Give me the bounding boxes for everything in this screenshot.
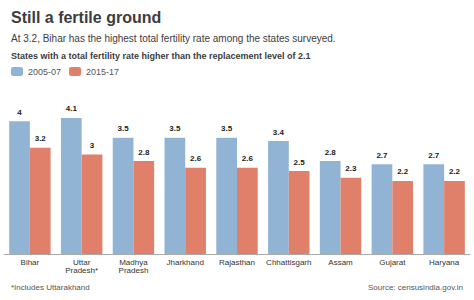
svg-text:Chhattisgarh: Chhattisgarh [266, 258, 311, 267]
svg-text:2.2: 2.2 [397, 167, 409, 176]
svg-text:4: 4 [17, 108, 22, 117]
svg-text:Pradesh*: Pradesh* [65, 266, 98, 275]
svg-text:2.5: 2.5 [294, 158, 306, 167]
svg-text:3.5: 3.5 [118, 124, 130, 133]
svg-text:2015-17: 2015-17 [86, 67, 119, 77]
svg-text:Uttar: Uttar [73, 257, 91, 267]
svg-text:Madhya: Madhya [119, 257, 148, 267]
svg-text:3.2: 3.2 [35, 134, 47, 143]
svg-text:2005-07: 2005-07 [28, 67, 61, 77]
svg-text:2.8: 2.8 [138, 148, 150, 157]
svg-text:*Includes Uttarakhand: *Includes Uttarakhand [11, 283, 90, 292]
svg-text:Rajasthan: Rajasthan [219, 258, 255, 267]
svg-text:2.2: 2.2 [449, 167, 461, 176]
svg-text:Haryana: Haryana [429, 258, 460, 267]
svg-text:2.3: 2.3 [345, 164, 357, 173]
svg-text:3.5: 3.5 [221, 124, 233, 133]
svg-text:Source: censusindia.gov.in: Source: censusindia.gov.in [368, 283, 463, 292]
svg-text:3.5: 3.5 [169, 124, 181, 133]
svg-text:Gujarat: Gujarat [379, 258, 406, 267]
svg-text:Pradesh: Pradesh [119, 266, 149, 275]
svg-text:2.7: 2.7 [376, 151, 388, 160]
svg-text:Bihar: Bihar [21, 258, 40, 267]
svg-text:Still a fertile ground: Still a fertile ground [11, 9, 161, 26]
svg-text:3: 3 [90, 141, 95, 150]
svg-text:Assam: Assam [328, 258, 353, 267]
svg-text:States with a total fertility: States with a total fertility rate highe… [11, 51, 311, 61]
svg-text:2.7: 2.7 [428, 151, 440, 160]
svg-text:Jharkhand: Jharkhand [167, 258, 204, 267]
svg-text:3.4: 3.4 [273, 128, 285, 137]
svg-text:4.1: 4.1 [66, 104, 78, 113]
svg-text:2.6: 2.6 [242, 154, 254, 163]
svg-text:2.8: 2.8 [325, 148, 337, 157]
svg-text:2.6: 2.6 [190, 154, 202, 163]
svg-text:At 3.2, Bihar has the highest: At 3.2, Bihar has the highest total fert… [11, 33, 336, 44]
